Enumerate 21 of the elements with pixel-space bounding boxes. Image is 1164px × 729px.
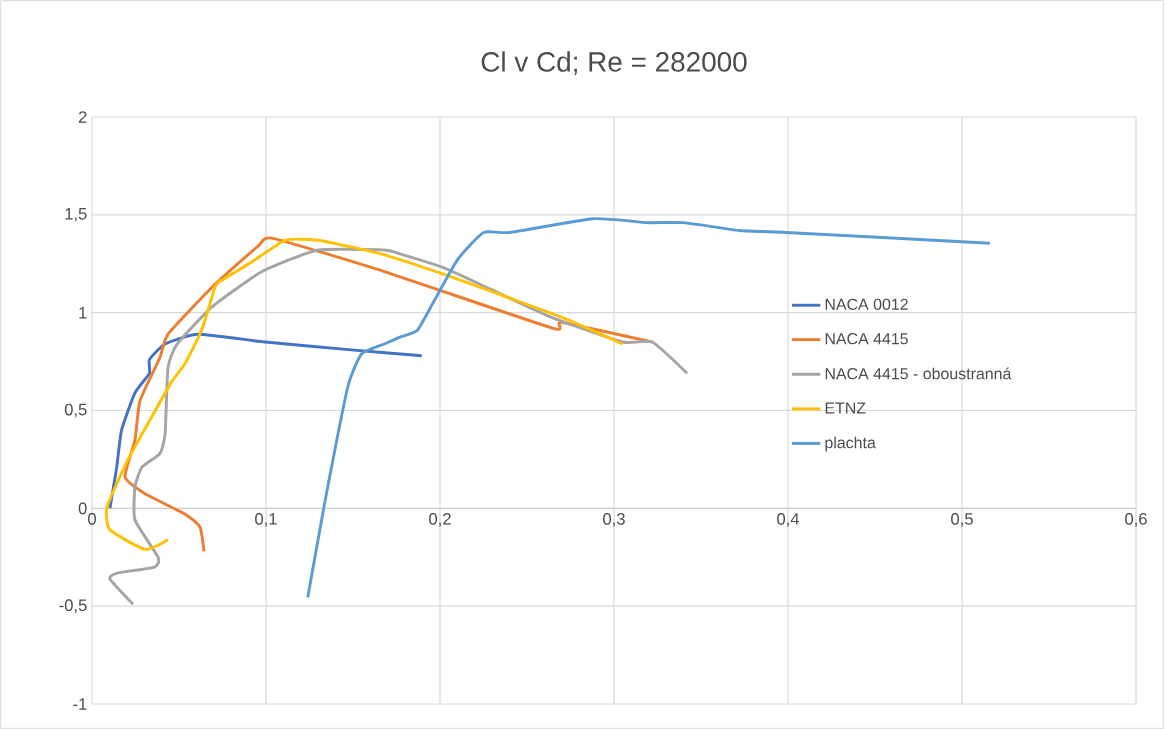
x-tick-label: 0,5 <box>951 513 973 527</box>
line-series <box>108 332 424 510</box>
legend-label: NACA 0012 <box>825 298 908 310</box>
x-tick-label: 0,1 <box>255 513 277 527</box>
y-tick-label: -1 <box>73 698 87 710</box>
legend-label: plachta <box>825 436 876 452</box>
y-tick-label: 2 <box>78 111 87 123</box>
y-tick-label: 0 <box>78 502 87 515</box>
x-tick-label: 0 <box>88 513 96 525</box>
x-tick-label: 0,3 <box>603 513 625 527</box>
x-tick-label: 0,2 <box>429 513 451 527</box>
legend-label: ETNZ <box>825 402 866 414</box>
legend-label: NACA 4415 <box>825 333 908 345</box>
x-tick-label: 0,6 <box>1125 513 1147 527</box>
legend-label: NACA 4415 - oboustranná <box>825 367 1012 380</box>
y-tick-label: 0,5 <box>64 403 87 418</box>
y-tick-label: -0,5 <box>59 599 87 614</box>
chart-title: Cl v Cd; Re = 282000 <box>481 51 747 76</box>
y-tick-label: 1 <box>79 306 87 319</box>
y-tick-label: 1,5 <box>65 208 87 222</box>
x-tick-label: 0,4 <box>777 513 800 527</box>
